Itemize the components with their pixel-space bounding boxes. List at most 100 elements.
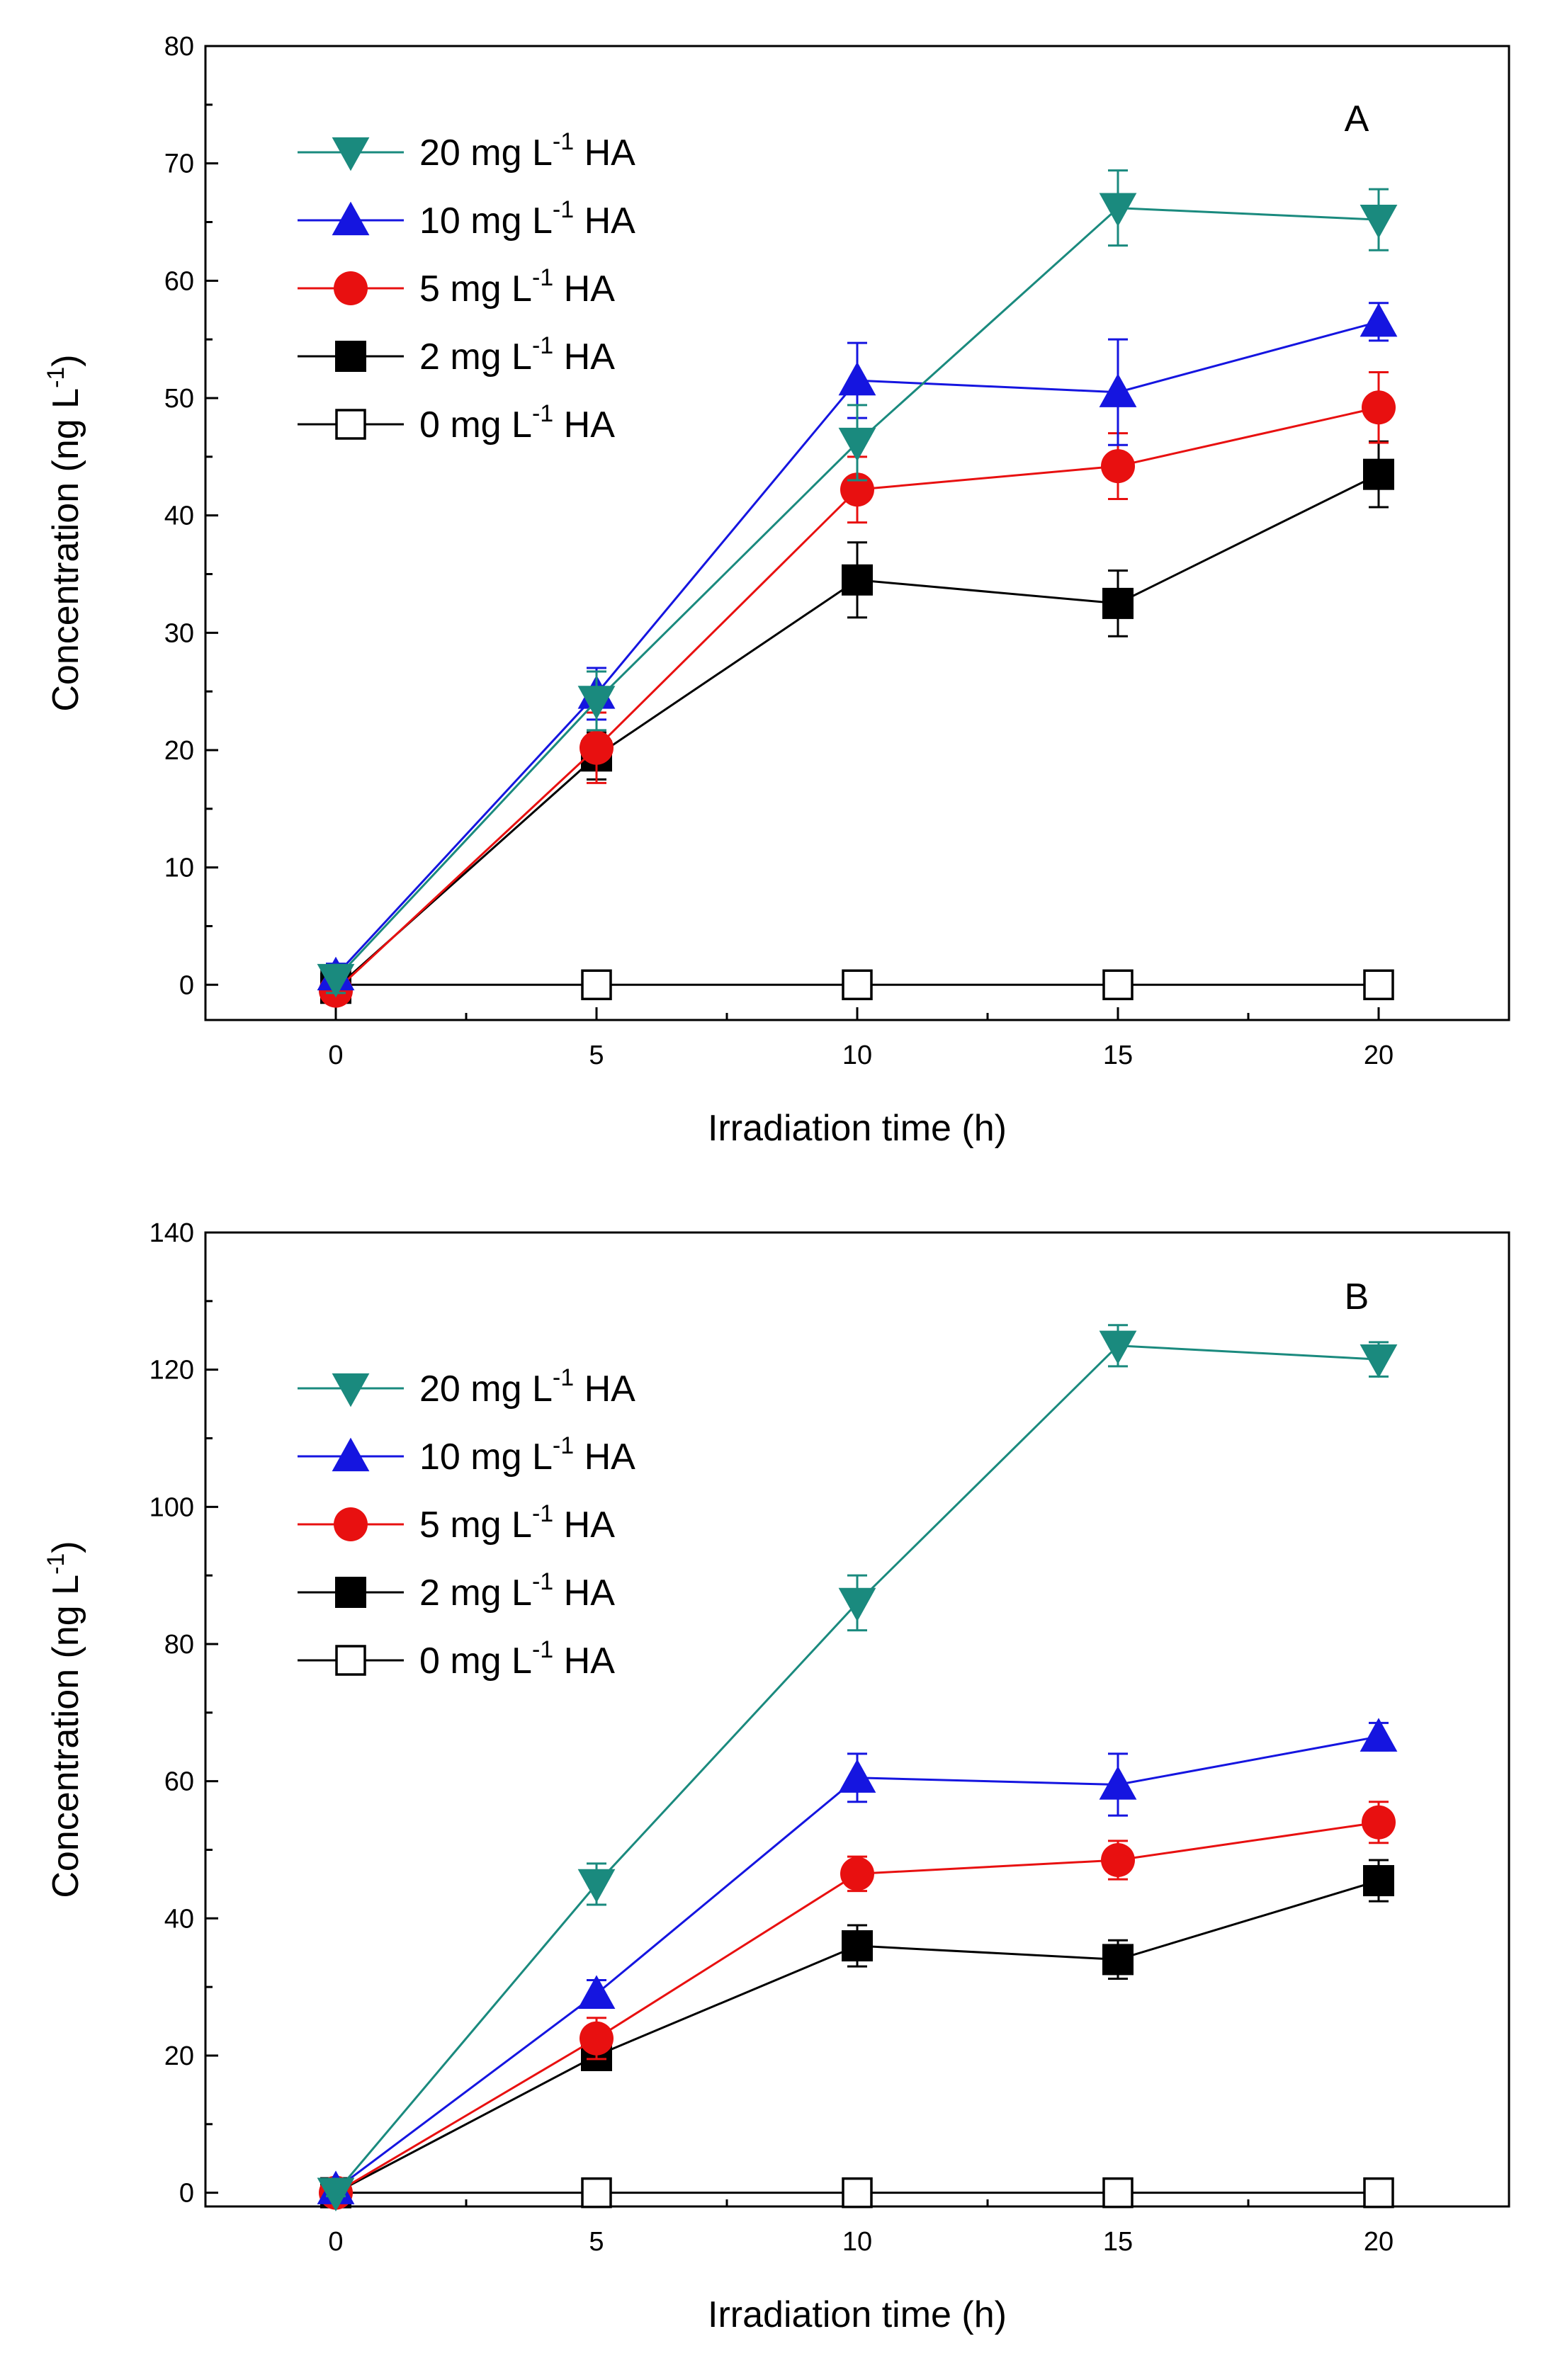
legend-label-main: 20 mg L [419,132,553,174]
x-axis-title: Irradiation time (h) [708,2294,1007,2335]
data-point [1360,1718,1398,1752]
y-tick-label: 70 [164,149,194,179]
legend-label: 2 mg L-1 HA [419,332,615,378]
data-point [1101,449,1135,484]
panel-label: A [1345,98,1369,140]
legend-marker [332,1437,370,1472]
legend-label-end: HA [553,1572,615,1614]
legend-marker [335,1577,366,1608]
x-tick-label: 20 [1364,2227,1394,2257]
data-point [580,2021,614,2056]
data-point [577,1975,616,2009]
legend-item: 5 mg L-1 HA [298,264,615,310]
legend-label: 10 mg L-1 HA [419,196,635,242]
y-axis-title: Concentration (ng L-1) [43,354,86,711]
chart-panel-a: 0 10 20 30 40 50 60 70 80 0 5 10 15 20 Irradiation tim… [43,32,1510,1149]
legend-label-end: HA [574,200,635,242]
data-point [1102,1944,1134,1976]
legend-label-sup: -1 [532,332,553,359]
data-point [842,2177,873,2209]
y-tick-label: 80 [164,1630,194,1660]
legend-label-sup: -1 [553,196,574,223]
y-axis-title: Concentration (ng L-1) [43,1541,86,1898]
y-tick-label: 100 [149,1492,194,1522]
legend-label-main: 5 mg L [419,268,532,310]
y-tick-label: 60 [164,266,194,296]
legend-item: 2 mg L-1 HA [298,1568,615,1614]
series-4 [320,969,1394,1001]
legend-label-sup: -1 [532,1636,553,1663]
legend-label: 5 mg L-1 HA [419,1500,615,1546]
data-point [317,963,355,998]
y-axis-title-main: Concentration (ng L [45,388,86,712]
data-point [1360,302,1398,337]
legend-label-main: 5 mg L [419,1504,532,1546]
data-point [581,969,612,1001]
data-point [842,969,873,1001]
data-point [838,1759,876,1793]
y-tick-label: 140 [149,1218,194,1248]
legend-label-main: 0 mg L [419,1640,532,1682]
legend-label-main: 2 mg L [419,336,532,378]
legend-label-main: 10 mg L [419,1436,553,1478]
data-point [838,361,876,396]
legend-marker [332,201,370,236]
plot-frame [204,45,1510,1021]
data-point [577,1869,616,1903]
legend-item: 20 mg L-1 HA [298,1364,635,1410]
y-tick-label: 20 [164,2041,194,2071]
y-tick-label: 30 [164,618,194,648]
x-tick-label: 10 [842,1041,872,1070]
chart-panel-b: 0 20 40 60 80 100 120 140 0 5 10 15 20 Irradiation ti… [43,1218,1510,2335]
data-point [1099,1330,1137,1365]
legend-label-sup: -1 [532,1568,553,1595]
legend-marker [334,1507,368,1541]
legend-label: 20 mg L-1 HA [419,128,635,174]
data-point [581,2177,612,2209]
legend-label: 5 mg L-1 HA [419,264,615,310]
x-tick-label: 0 [328,2227,343,2257]
legend-label-sup: -1 [553,128,574,155]
legend-label-main: 10 mg L [419,200,553,242]
x-axis-title: Irradiation time (h) [708,1108,1007,1149]
plot-frame [204,1231,1510,2208]
legend-label-main: 2 mg L [419,1572,532,1614]
data-point [1362,1805,1396,1840]
x-tick-label: 15 [1103,2227,1133,2257]
legend-label-end: HA [574,132,635,174]
legend-label-end: HA [553,268,615,310]
data-point [1102,2177,1134,2209]
data-point [1363,2177,1394,2209]
y-tick-label: 80 [164,32,194,62]
legend-label: 10 mg L-1 HA [419,1432,635,1478]
data-point [1363,969,1394,1001]
legend-label-end: HA [574,1368,635,1410]
series-3 [320,440,1394,1004]
data-point [838,1587,876,1622]
data-point [1363,458,1394,490]
series-0 [317,1324,1398,2212]
legend-label-end: HA [553,1504,615,1546]
x-tick-label: 5 [589,1041,604,1070]
data-point [577,686,616,720]
series-2 [319,1801,1396,2210]
data-point [1362,390,1396,425]
data-point [580,730,614,765]
x-tick-label: 5 [589,2227,604,2257]
legend-marker [332,1373,370,1407]
legend-marker [334,271,368,305]
y-tick-label: 0 [179,2179,194,2209]
legend-label: 20 mg L-1 HA [419,1364,635,1410]
panel-label: B [1345,1276,1369,1318]
legend-label: 0 mg L-1 HA [419,1636,615,1682]
y-tick-label: 40 [164,502,194,531]
data-point [842,564,873,596]
data-point [1099,1766,1137,1800]
legend-marker [332,137,370,171]
legend-label-main: 0 mg L [419,404,532,446]
legend-item: 2 mg L-1 HA [298,332,615,378]
legend-label-sup: -1 [553,1432,574,1459]
legend-label-end: HA [574,1436,635,1478]
